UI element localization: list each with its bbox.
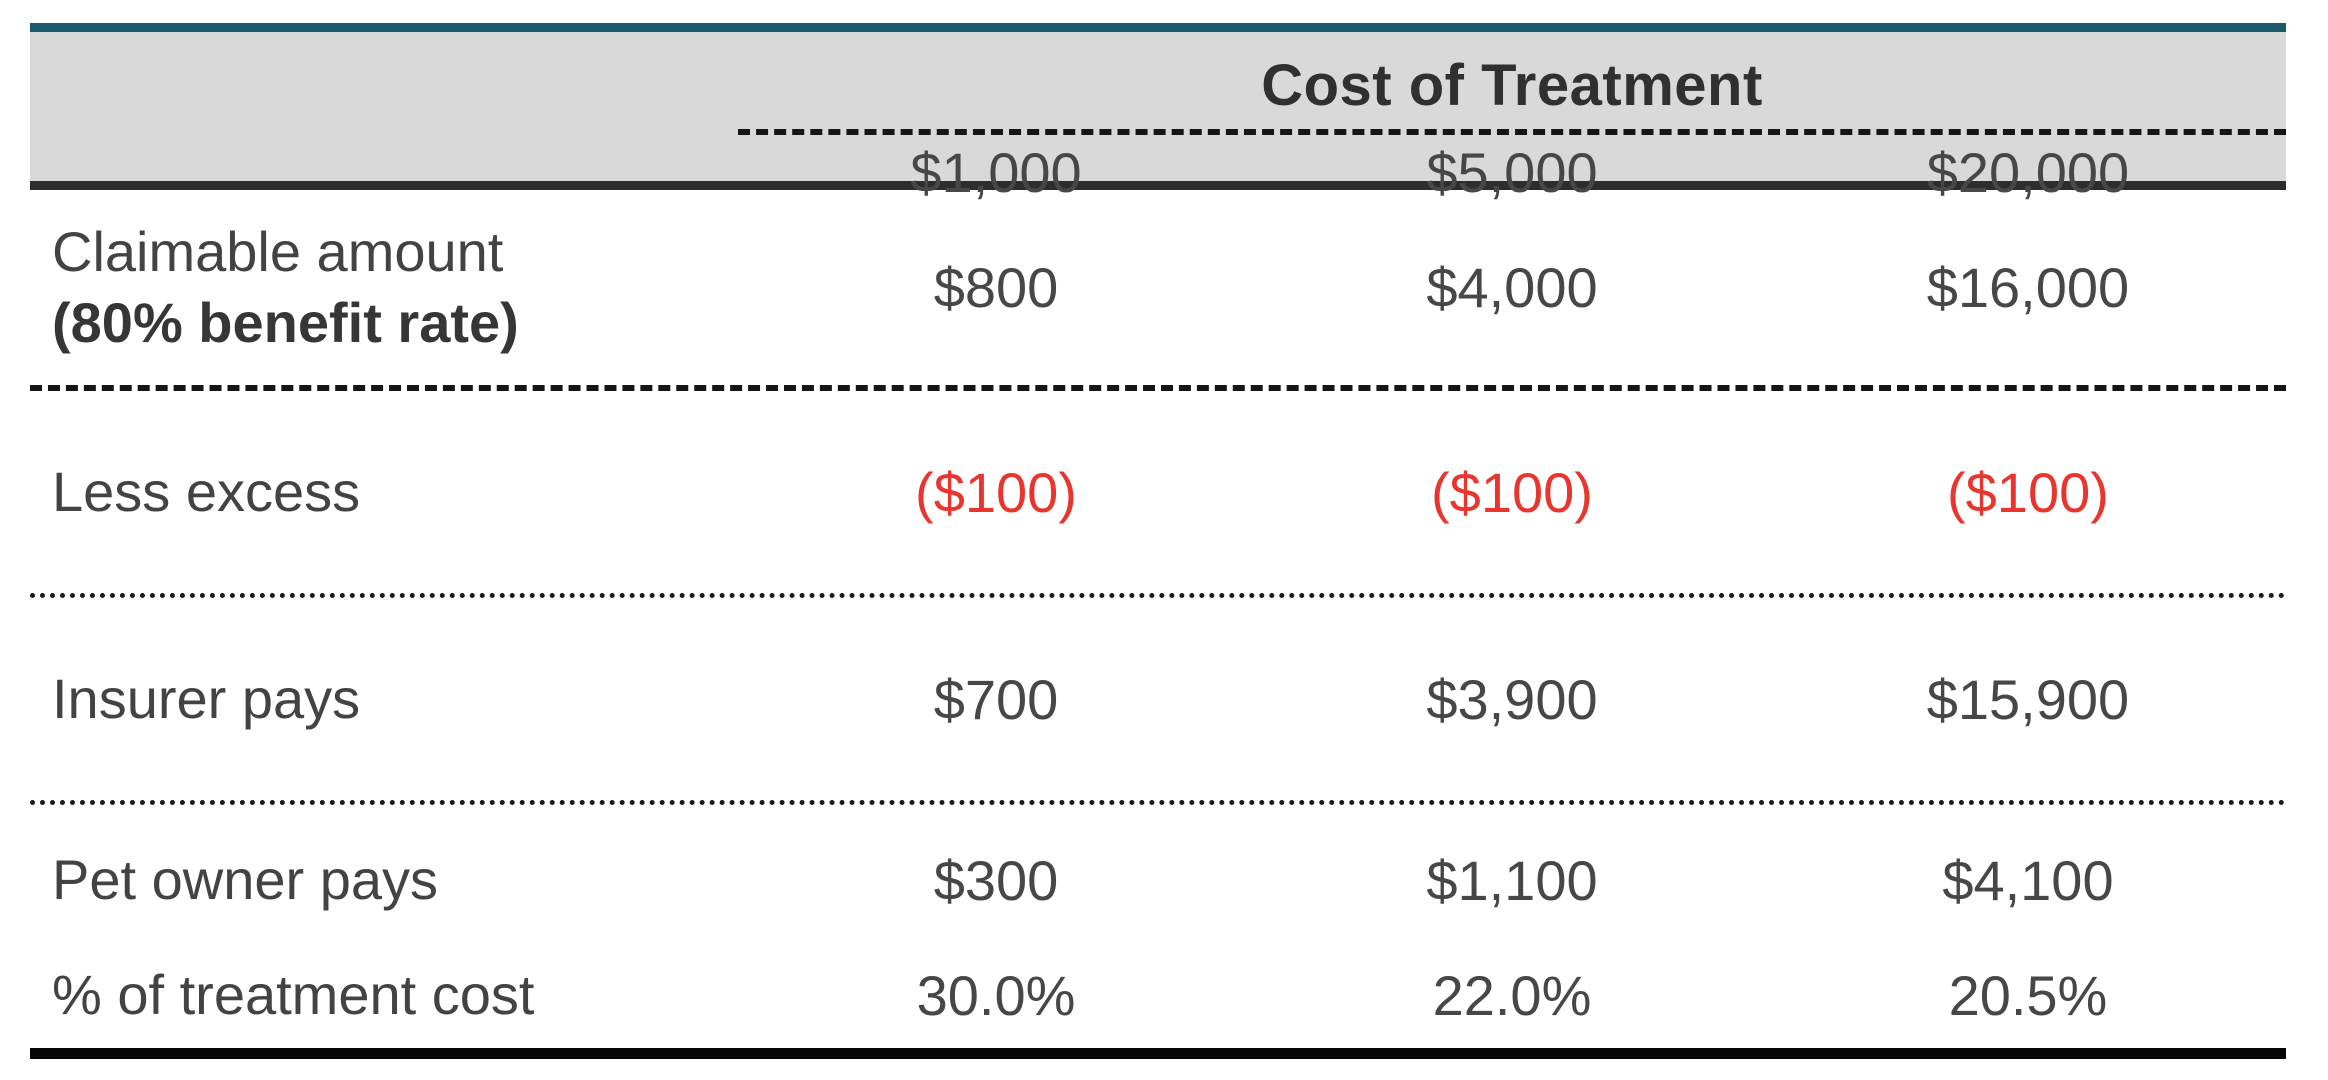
row-label-line2-benefit-rate: (80% benefit rate): [52, 290, 519, 354]
row-values: $300 $1,100 $4,100: [738, 848, 2286, 913]
row-label-claimable-amount: Claimable amount (80% benefit rate): [30, 217, 738, 358]
cell-percent-1000: 30.0%: [916, 963, 1076, 1027]
table-row-percent-of-treatment-cost: % of treatment cost 30.0% 22.0% 20.5%: [30, 942, 2286, 1048]
cell-insurer-1000: $700: [933, 667, 1059, 731]
cell-insurer-20000: $15,900: [1926, 667, 2130, 731]
cell-excess-20000: ($100): [1947, 460, 2109, 524]
row-values: $800 $4,000 $16,000: [738, 255, 2286, 320]
cell-claimable-1000: $800: [933, 256, 1059, 319]
cell-owner-20000: $4,100: [1942, 849, 2114, 912]
row-label-less-excess: Less excess: [30, 457, 738, 528]
group-header-underline: [738, 129, 2286, 135]
row-label-line1: Insurer pays: [52, 666, 361, 730]
table-top-accent-border: [30, 23, 2286, 32]
row-label-pet-owner-pays: Pet owner pays: [30, 845, 738, 916]
column-header-1000: $1,000: [910, 141, 1082, 204]
row-values: ($100) ($100) ($100): [738, 460, 2286, 525]
column-header-20000: $20,000: [1926, 141, 2130, 204]
header-bottom-rule: [30, 181, 2286, 190]
table-row-less-excess: Less excess ($100) ($100) ($100): [30, 391, 2286, 598]
cell-percent-20000: 20.5%: [1948, 963, 2108, 1027]
table-bottom-rule: [30, 1048, 2286, 1059]
table-container: Cost of Treatment $1,000 $5,000 $20,000 …: [30, 23, 2286, 1059]
cell-owner-5000: $1,100: [1426, 849, 1598, 912]
row-label-line1: Less excess: [52, 459, 361, 523]
column-headers-row: $1,000 $5,000 $20,000: [738, 140, 2286, 205]
row-label-percent-of-treatment-cost: % of treatment cost: [30, 960, 738, 1031]
cell-insurer-5000: $3,900: [1426, 667, 1598, 731]
table-row-pet-owner-pays: Pet owner pays $300 $1,100 $4,100: [30, 805, 2286, 942]
group-header-cost-of-treatment: Cost of Treatment: [1261, 53, 1763, 118]
cell-owner-1000: $300: [933, 849, 1059, 912]
cell-excess-5000: ($100): [1431, 460, 1593, 524]
cell-percent-5000: 22.0%: [1432, 963, 1592, 1027]
row-label-insurer-pays: Insurer pays: [30, 664, 738, 735]
row-values: 30.0% 22.0% 20.5%: [738, 963, 2286, 1028]
table-body: Claimable amount (80% benefit rate) $800…: [30, 190, 2286, 1048]
cell-claimable-5000: $4,000: [1426, 256, 1598, 319]
cell-excess-1000: ($100): [915, 460, 1077, 524]
table-row-insurer-pays: Insurer pays $700 $3,900 $15,900: [30, 598, 2286, 805]
table-row-claimable-amount: Claimable amount (80% benefit rate) $800…: [30, 190, 2286, 391]
row-label-line1: % of treatment cost: [52, 962, 535, 1026]
table-header-band: Cost of Treatment $1,000 $5,000 $20,000: [30, 32, 2286, 204]
column-header-5000: $5,000: [1426, 141, 1598, 204]
row-values: $700 $3,900 $15,900: [738, 667, 2286, 732]
row-label-line1: Claimable amount: [52, 219, 504, 283]
row-label-line1: Pet owner pays: [52, 848, 438, 912]
cell-claimable-20000: $16,000: [1926, 256, 2130, 319]
